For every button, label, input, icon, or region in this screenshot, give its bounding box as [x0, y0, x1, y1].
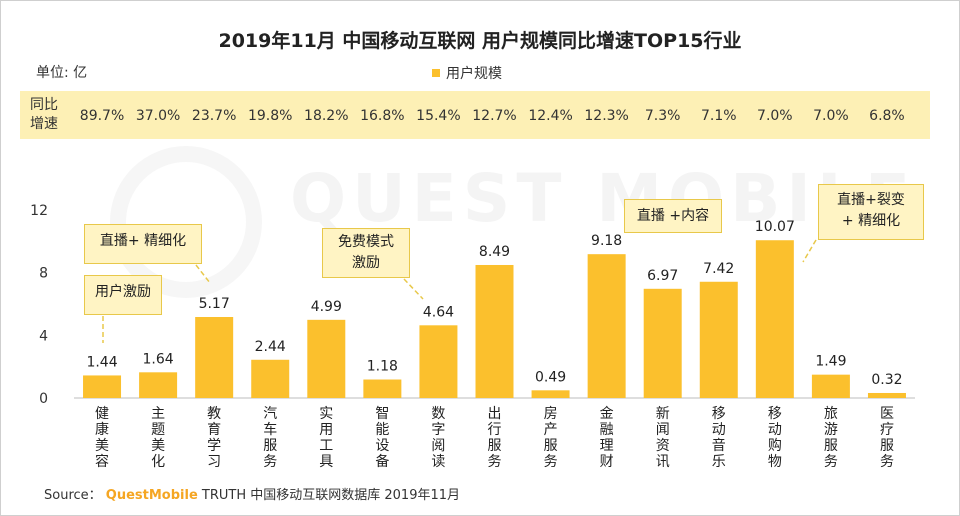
callout-live-content: 直播 +内容	[624, 199, 722, 233]
bar	[811, 374, 850, 398]
x-tick-label: 旅游服务	[824, 406, 838, 470]
growth-value: 89.7%	[79, 108, 125, 124]
growth-value: 18.2%	[304, 108, 349, 124]
bar	[195, 317, 234, 398]
data-label: 6.97	[647, 268, 678, 284]
source-brand: QuestMobile	[105, 488, 198, 503]
growth-value: 7.1%	[700, 108, 737, 124]
growth-row-label: 同比 增速	[30, 96, 70, 134]
growth-label-line1: 同比	[30, 97, 58, 113]
callout-free-mode: 免费模式 激励	[322, 228, 410, 278]
growth-value: 7.3%	[644, 108, 681, 124]
x-tick-label: 实用工具	[319, 406, 333, 470]
data-label: 4.64	[423, 304, 454, 320]
data-label: 0.32	[871, 372, 902, 388]
y-tick-label: 4	[39, 328, 48, 344]
data-label: 9.18	[591, 233, 622, 249]
x-tick-label: 移动购物	[768, 406, 782, 470]
growth-label-line2: 增速	[30, 116, 58, 132]
unit-label: 单位: 亿	[36, 65, 88, 81]
bar	[587, 254, 626, 398]
x-tick-label: 数字阅读	[431, 406, 445, 470]
callout-user-incentive: 用户激励	[84, 275, 162, 315]
bar	[699, 281, 738, 398]
bar	[307, 319, 346, 398]
x-tick-label: 新闻资讯	[656, 406, 670, 470]
x-tick-label: 主题美化	[151, 406, 165, 470]
callout-connector	[195, 264, 211, 284]
bar	[83, 375, 122, 398]
callout-live-fission-line1: 直播+裂变	[837, 192, 905, 208]
growth-value: 37.0%	[135, 108, 181, 124]
data-label: 2.44	[255, 339, 286, 355]
growth-value: 16.8%	[360, 108, 405, 124]
source-prefix: Source：	[44, 488, 102, 503]
legend-label: 用户规模	[446, 66, 502, 82]
bar	[531, 390, 570, 398]
bar	[419, 325, 458, 398]
bar	[251, 359, 290, 398]
callout-free-mode-line2: 激励	[352, 255, 380, 271]
callout-connector	[802, 239, 817, 263]
source-note: Source： QuestMobile TRUTH 中国移动互联网数据库 201…	[44, 484, 460, 503]
callout-live-fission-line2: + 精细化	[841, 213, 901, 229]
data-label: 1.49	[815, 354, 846, 370]
x-tick-label: 智能设备	[375, 406, 389, 470]
growth-value: 19.8%	[247, 108, 293, 124]
growth-value: 7.0%	[757, 108, 793, 124]
x-tick-label: 汽车服务	[263, 406, 277, 470]
y-tick-label: 0	[39, 391, 48, 407]
data-label: 4.99	[311, 299, 342, 315]
chart-title: 2019年11月 中国移动互联网 用户规模同比增速TOP15行业	[218, 30, 742, 52]
growth-band	[20, 91, 930, 139]
legend-swatch	[432, 69, 440, 77]
growth-value: 7.0%	[813, 108, 849, 124]
growth-value: 23.7%	[191, 108, 237, 124]
bar	[139, 372, 178, 398]
x-tick-label: 教育学习	[207, 406, 221, 470]
x-tick-label: 健康美容	[95, 406, 109, 470]
growth-value: 12.7%	[472, 108, 517, 124]
growth-value: 12.3%	[584, 108, 629, 124]
x-tick-label: 出行服务	[488, 406, 502, 470]
growth-value: 6.8%	[869, 108, 905, 124]
callout-free-mode-line1: 免费模式	[338, 234, 394, 250]
data-label: 0.49	[535, 369, 566, 385]
bar	[363, 379, 402, 398]
x-tick-label: 医疗服务	[880, 406, 894, 470]
legend: 用户规模	[432, 63, 502, 83]
data-label: 7.42	[703, 261, 734, 277]
bar	[643, 288, 682, 398]
growth-value: 12.4%	[528, 108, 573, 124]
bar	[475, 264, 514, 398]
callout-live-refine: 直播+ 精细化	[84, 224, 202, 264]
data-label: 5.17	[199, 296, 230, 312]
bar	[755, 240, 794, 398]
x-tick-label: 金融理财	[600, 406, 614, 470]
bar	[867, 392, 906, 398]
data-label: 1.44	[86, 354, 117, 370]
growth-value: 15.4%	[416, 108, 461, 124]
data-label: 10.07	[755, 219, 795, 235]
data-label: 1.64	[143, 351, 174, 367]
y-tick-label: 8	[39, 266, 48, 282]
x-tick-label: 房产服务	[544, 406, 558, 470]
source-rest: TRUTH 中国移动互联网数据库 2019年11月	[201, 488, 461, 503]
data-label: 8.49	[479, 244, 510, 260]
data-label: 1.18	[367, 359, 398, 375]
callout-connector	[403, 278, 424, 300]
y-tick-label: 12	[30, 203, 48, 219]
watermark-text: QUEST MOBILE	[290, 160, 917, 237]
x-tick-label: 移动音乐	[712, 406, 726, 470]
callout-live-fission: 直播+裂变 + 精细化	[818, 184, 924, 240]
